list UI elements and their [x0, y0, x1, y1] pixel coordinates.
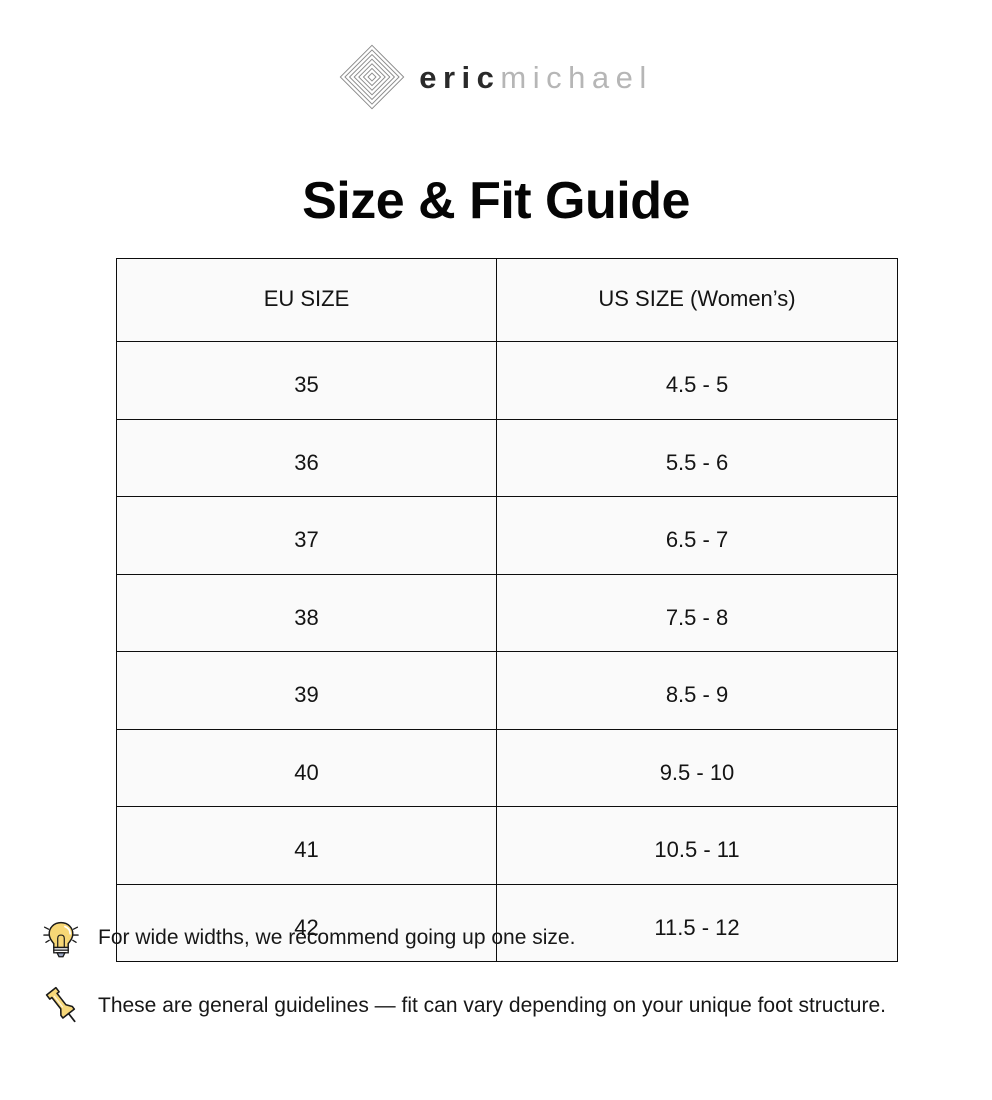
table-row: 40 9.5 - 10: [116, 728, 898, 807]
lightbulb-icon: [43, 921, 79, 958]
note-item: For wide widths, we recommend going up o…: [40, 916, 970, 962]
table-row: 35 4.5 - 5: [116, 341, 898, 420]
table-row: 41 10.5 - 11: [116, 806, 898, 885]
size-table-body: 35 4.5 - 5 36 5.5 - 6 37 6.5 - 7 38 7.5 - 8 39 8.…: [116, 341, 898, 962]
page-title: Size & Fit Guide: [302, 171, 690, 230]
cell-us-size: 6.5 - 7: [496, 496, 898, 575]
note-text: For wide widths, we recommend going up o…: [98, 926, 576, 949]
column-header-us-size: US SIZE (Women’s): [496, 258, 898, 342]
brand-wordmark: eric michael: [419, 62, 653, 93]
concentric-diamond-logo-icon: [339, 44, 405, 110]
size-table: EU SIZE US SIZE (Women’s) 35 4.5 - 5 36 5.5…: [116, 258, 898, 962]
cell-us-size: 9.5 - 10: [496, 728, 898, 807]
table-row: 42 11.5 - 12: [116, 883, 898, 962]
table-row: 39 8.5 - 9: [116, 651, 898, 730]
notes-section: For wide widths, we recommend going up o…: [40, 916, 970, 1052]
size-table-container: EU SIZE US SIZE (Women’s) 35 4.5 - 5 36 5.5…: [116, 258, 898, 962]
column-header-eu-size: EU SIZE: [116, 258, 497, 342]
cell-eu-size: 40: [116, 728, 497, 807]
brand-word-primary: eric: [419, 59, 501, 95]
cell-us-size: 8.5 - 9: [496, 651, 898, 730]
note-item: These are general guidelines — fit can v…: [40, 984, 970, 1030]
cell-us-size: 7.5 - 8: [496, 573, 898, 652]
cell-eu-size: 39: [116, 651, 497, 730]
table-row: 36 5.5 - 6: [116, 418, 898, 497]
table-row: 38 7.5 - 8: [116, 573, 898, 652]
pushpin-icon: [45, 986, 76, 1023]
cell-eu-size: 35: [116, 341, 497, 420]
table-row: 37 6.5 - 7: [116, 496, 898, 575]
cell-us-size: 4.5 - 5: [496, 341, 898, 420]
cell-eu-size: 38: [116, 573, 497, 652]
cell-eu-size: 36: [116, 418, 497, 497]
cell-eu-size: 41: [116, 806, 497, 885]
table-header-row: EU SIZE US SIZE (Women’s): [116, 258, 898, 342]
cell-us-size: 5.5 - 6: [496, 418, 898, 497]
cell-eu-size: 42: [116, 883, 497, 962]
brand-header: eric michael: [0, 44, 992, 110]
note-text: These are general guidelines — fit can v…: [98, 994, 886, 1017]
brand-word-secondary: michael: [500, 59, 653, 95]
cell-us-size: 10.5 - 11: [496, 806, 898, 885]
size-table-head: EU SIZE US SIZE (Women’s): [116, 258, 898, 342]
cell-eu-size: 37: [116, 496, 497, 575]
cell-us-size: 11.5 - 12: [496, 883, 898, 962]
